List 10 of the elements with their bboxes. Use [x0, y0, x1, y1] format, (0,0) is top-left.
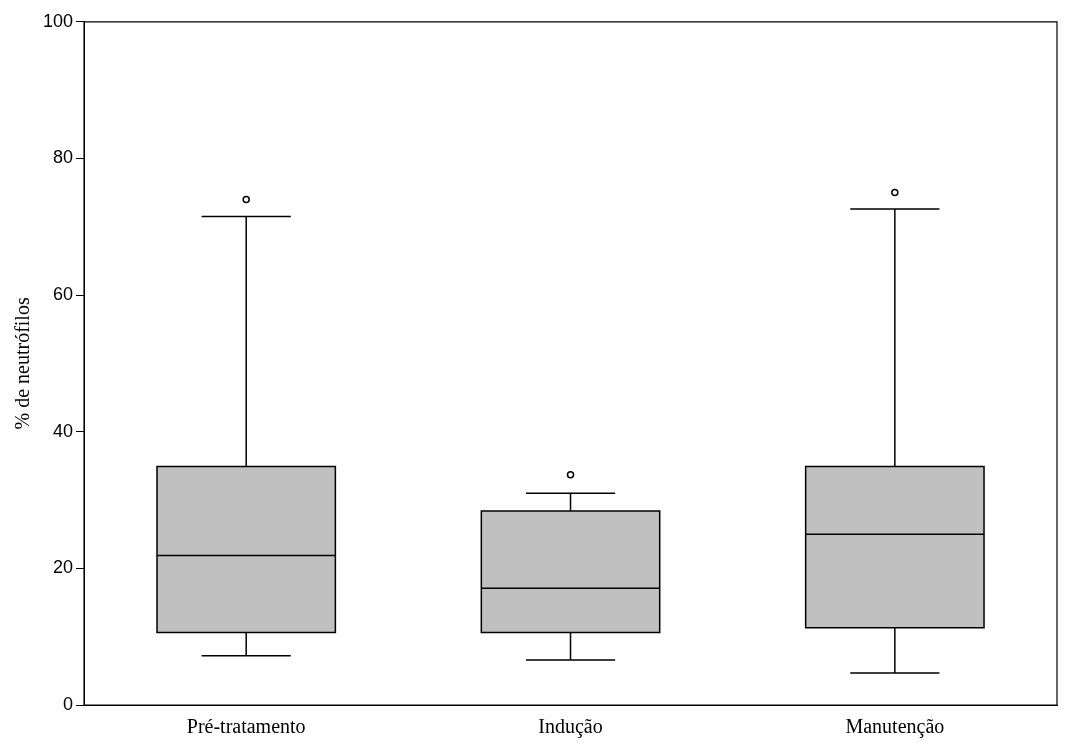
x-tick-label: Pré-tratamento — [186, 715, 306, 738]
y-tick-label: 0 — [63, 693, 74, 714]
y-axis-title: % de neutrófilos — [11, 297, 34, 430]
y-tick-label: 100 — [42, 10, 74, 31]
y-tick-label: 60 — [53, 284, 74, 305]
y-tick-label: 40 — [53, 420, 74, 441]
x-tick-label: Indução — [538, 715, 603, 739]
y-tick-label: 80 — [53, 147, 74, 168]
y-tick-label: 20 — [53, 557, 74, 578]
x-tick-label: Manutenção — [845, 715, 945, 739]
